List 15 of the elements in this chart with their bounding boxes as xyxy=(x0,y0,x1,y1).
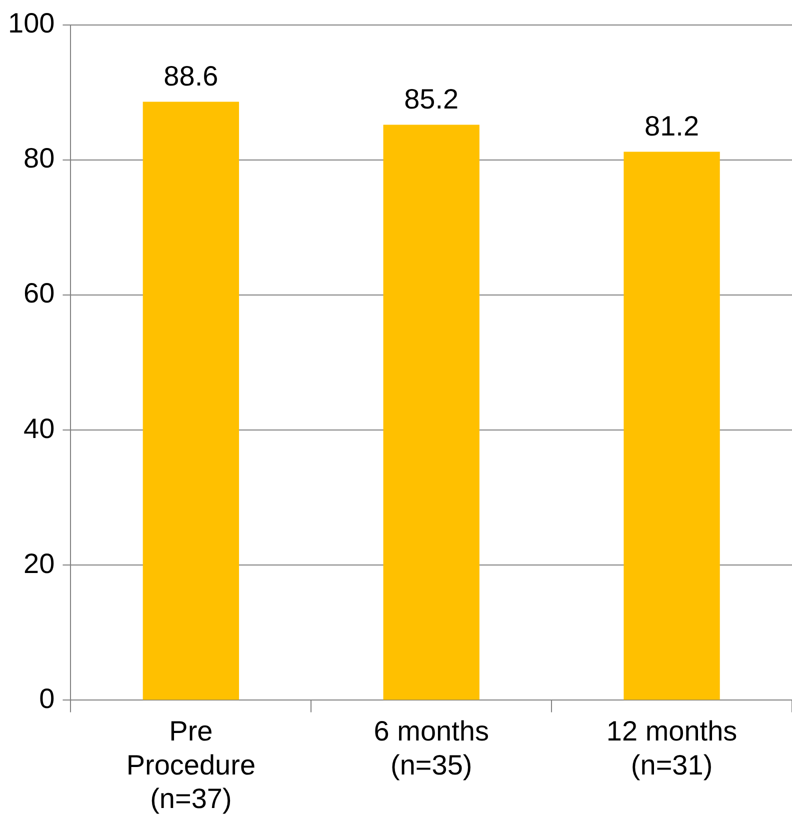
data-label: 81.2 xyxy=(644,110,700,142)
x-tick-label: 12 months (n=31) xyxy=(606,716,738,780)
data-label: 88.6 xyxy=(164,60,218,92)
y-tick-label: 20 xyxy=(24,548,55,579)
bar xyxy=(383,124,480,700)
y-tick-label: 100 xyxy=(8,8,55,39)
x-tick-label: 6 months (n=35) xyxy=(374,716,489,780)
y-tick-label: 40 xyxy=(24,412,55,444)
x-tick-label: Pre Procedure (n=37) xyxy=(126,716,256,814)
data-label: 85.2 xyxy=(404,83,459,114)
y-tick-label: 0 xyxy=(39,682,55,714)
y-tick-label: 80 xyxy=(24,142,55,174)
bar xyxy=(142,102,240,700)
y-tick-label: 60 xyxy=(24,278,55,309)
bar xyxy=(624,152,720,700)
